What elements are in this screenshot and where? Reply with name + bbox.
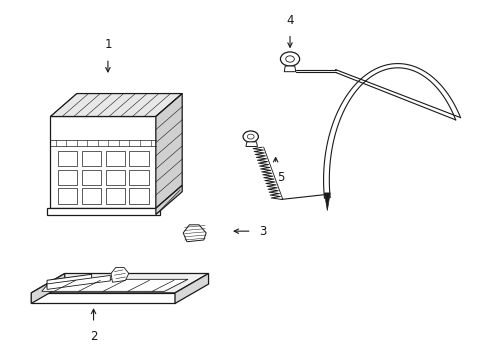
- Polygon shape: [46, 208, 160, 215]
- Polygon shape: [58, 189, 77, 204]
- Polygon shape: [324, 193, 329, 211]
- Text: 2: 2: [90, 330, 97, 343]
- Polygon shape: [31, 293, 175, 303]
- Polygon shape: [111, 267, 128, 282]
- Text: 4: 4: [285, 14, 293, 27]
- Polygon shape: [129, 189, 148, 204]
- Polygon shape: [31, 274, 208, 293]
- Polygon shape: [81, 151, 101, 166]
- Polygon shape: [284, 66, 295, 72]
- Text: 1: 1: [104, 38, 111, 51]
- Text: 5: 5: [276, 171, 284, 184]
- Polygon shape: [50, 94, 182, 117]
- Polygon shape: [58, 170, 77, 185]
- Polygon shape: [129, 151, 148, 166]
- Polygon shape: [41, 279, 187, 291]
- Polygon shape: [156, 185, 182, 215]
- Polygon shape: [81, 170, 101, 185]
- Polygon shape: [47, 274, 91, 288]
- Polygon shape: [175, 274, 208, 303]
- Polygon shape: [47, 275, 110, 289]
- Polygon shape: [129, 170, 148, 185]
- Polygon shape: [245, 142, 257, 147]
- Polygon shape: [183, 225, 206, 242]
- Polygon shape: [105, 151, 124, 166]
- Polygon shape: [50, 117, 156, 208]
- Circle shape: [243, 131, 258, 142]
- Polygon shape: [31, 274, 64, 303]
- Polygon shape: [105, 170, 124, 185]
- Circle shape: [280, 52, 299, 66]
- Polygon shape: [81, 189, 101, 204]
- Polygon shape: [156, 94, 182, 208]
- Polygon shape: [105, 189, 124, 204]
- Polygon shape: [58, 151, 77, 166]
- Text: 3: 3: [258, 225, 265, 238]
